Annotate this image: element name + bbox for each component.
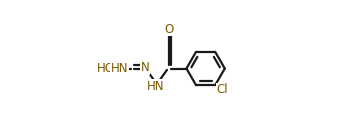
Text: HO: HO	[97, 62, 115, 75]
Text: HN: HN	[110, 62, 128, 75]
Text: HN: HN	[147, 80, 164, 92]
Text: Cl: Cl	[217, 83, 228, 96]
Text: N: N	[141, 61, 150, 74]
Text: O: O	[164, 23, 173, 35]
